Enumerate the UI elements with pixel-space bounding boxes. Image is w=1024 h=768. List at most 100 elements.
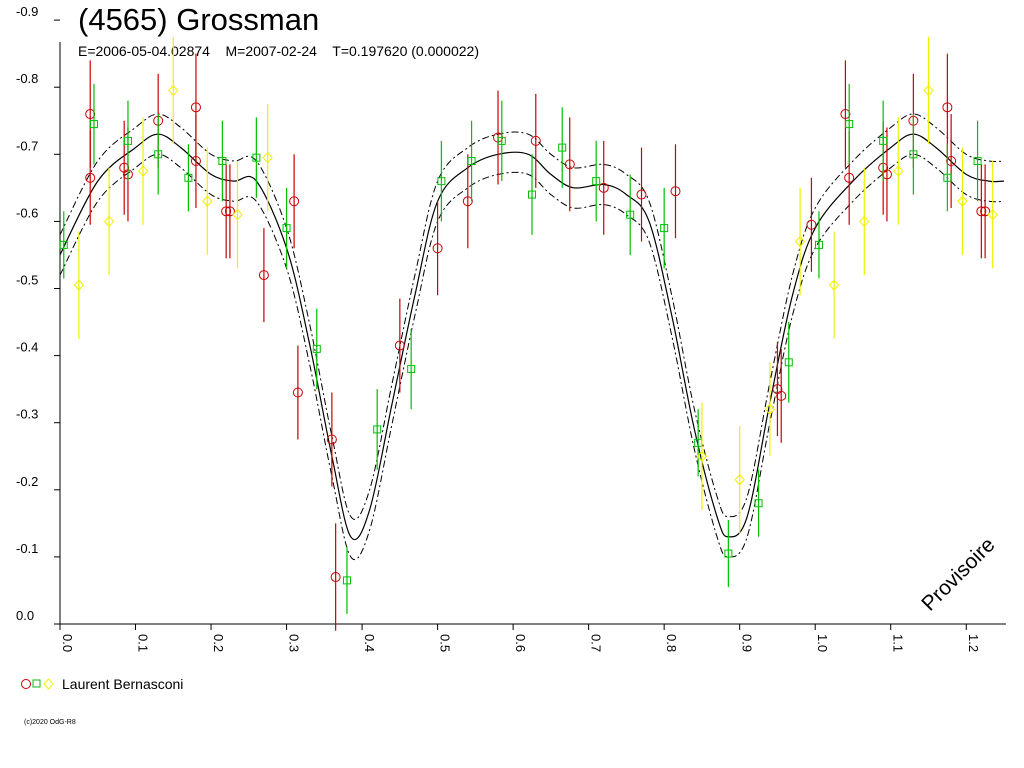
square-marker [218,157,227,166]
data-point-square [154,114,163,195]
y-tick-label: -0.1 [16,541,38,556]
legend-square-marker [32,679,41,688]
data-point-square [282,187,291,269]
data-point-circle [119,120,130,215]
square-marker [845,120,854,129]
legend-symbols [21,678,54,690]
square-marker [123,136,132,145]
data-point-square [407,328,416,410]
data-point-diamond [262,103,273,212]
data-point-square [909,114,918,195]
circle-marker [806,219,817,230]
x-tick-label: 0.0 [60,634,75,652]
circle-marker [598,182,609,193]
diamond-marker [137,165,149,177]
diamond-marker [73,279,85,291]
fit-curves [59,113,1005,561]
circle-marker [330,572,341,583]
data-point-circle [670,144,681,239]
legend-observer-label: Laurent Bernasconi [62,676,184,692]
legend-diamond-marker [43,678,54,690]
diamond-marker [859,215,870,228]
circle-marker [980,206,991,217]
y-tick-label: -0.9 [16,4,38,19]
axis-ticks: -0.9 -0.8 -0.7 -0.6 -0.5 -0.4 -0.3 -0.2 -0.1 0.0 0… [16,4,981,652]
diamond-marker [987,208,998,221]
square-marker [814,240,823,249]
circle-marker [258,270,269,281]
circle-marker [85,172,96,183]
circle-marker [289,196,300,207]
data-point-diamond [696,402,708,510]
data-point-square [660,187,669,269]
data-point-circle [564,117,575,212]
diamond-marker [957,195,968,208]
x-tick-label: 0.6 [513,634,528,652]
data-point-circle [326,392,337,487]
chart-subtitle: E=2006-05-04.02874 M=2007-02-24 T=0.1976… [78,43,479,59]
data-points [59,36,998,631]
diamond-marker [734,473,745,486]
data-point-circle [806,177,817,272]
data-point-square [373,389,382,470]
square-marker [184,173,193,182]
data-point-circle [636,147,647,242]
circle-marker [840,109,851,120]
data-point-diamond [232,161,243,269]
circle-marker [636,189,647,200]
data-point-circle [432,201,443,296]
square-marker [373,425,382,434]
data-point-circle [462,154,473,249]
data-point-circle [292,345,303,440]
data-point-circle [772,342,783,437]
data-point-diamond [202,147,213,255]
data-point-square [626,174,635,255]
diamond-marker [828,279,840,291]
y-tick-label: -0.2 [16,474,38,489]
data-point-square [218,120,227,202]
data-point-circle [258,228,269,323]
copyright-text: (c)2020 OdG-R8 [24,719,76,726]
data-point-circle [289,154,300,249]
fit-curve [59,133,1005,541]
data-point-circle [840,60,851,168]
circle-marker [432,243,443,254]
circle-marker [530,135,541,146]
x-tick-label: 1.0 [815,634,830,652]
circle-marker [394,340,405,351]
x-tick-label: 1.2 [966,634,981,652]
circle-marker [292,387,303,398]
data-point-diamond [923,36,934,145]
y-tick-label: -0.8 [16,71,38,86]
diamond-marker [232,208,243,221]
data-point-circle [85,130,96,225]
diamond-marker [794,235,806,248]
square-marker [407,365,416,374]
data-point-square [879,100,888,182]
square-marker [626,210,635,219]
data-point-square [784,322,793,403]
data-point-square [467,120,476,202]
data-point-circle [980,164,991,259]
data-point-diamond [764,362,776,457]
square-marker [497,136,506,145]
circle-marker [976,206,987,217]
data-point-diamond [73,231,85,339]
x-tick-label: 0.3 [287,634,302,652]
data-point-diamond [168,36,179,145]
data-point-circle [394,298,405,393]
data-point-square [558,107,567,188]
data-point-square [754,469,763,537]
x-tick-label: 0.8 [664,634,679,652]
data-point-square [437,140,446,222]
data-point-diamond [828,231,840,339]
y-tick-label: -0.5 [16,273,38,288]
circle-marker [190,102,201,113]
square-marker [909,150,918,159]
circle-marker [221,206,232,217]
data-point-circle [946,114,957,208]
data-point-diamond [859,167,870,276]
diamond-marker [202,195,213,208]
data-point-circle [598,140,609,235]
